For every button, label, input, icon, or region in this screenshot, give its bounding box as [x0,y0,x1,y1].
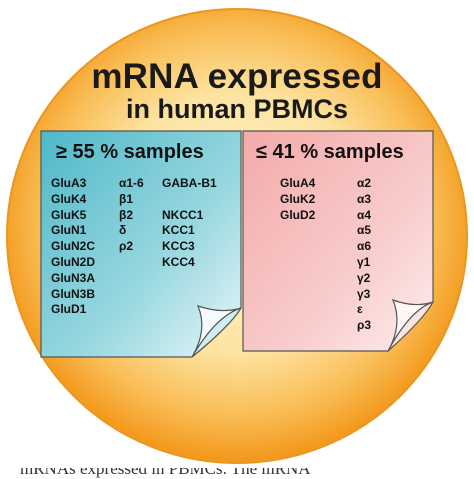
gene-label: GluN3B [51,286,96,301]
gene-label: GluD1 [51,302,87,317]
gene-label: α5 [357,223,372,238]
note-high-expression: ≥ 55 % samples GluA3 GluK4 GluK5 GluN1 G… [40,130,242,358]
gene-label: α2 [357,176,372,190]
note-high-expression-heading: ≥ 55 % samples [56,141,204,163]
gene-label: ε [357,302,363,317]
gene-label [162,192,217,208]
note-high-expression-paper [40,130,242,358]
low-expression-glutamate-list: GluA4 GluK2 GluD2 [280,176,315,223]
gene-label: ρ3 [357,318,372,333]
gene-label: GABA-B1 [162,176,217,190]
high-expression-gaba-subunit-list: α1-6 β1 β2 δ ρ2 [119,176,144,255]
low-expression-gaba-subunit-list: α2 α3 α4 α5 α6 γ1 γ2 γ3 ε ρ3 [357,176,371,334]
gene-label: GluK4 [51,191,87,206]
high-expression-transporter-list: GABA-B1 NKCC1 KCC1 KCC3 KCC4 [162,176,217,271]
gene-label: γ2 [357,270,371,285]
gene-label: β1 [119,191,133,206]
title-line-2: in human PBMCs [125,94,348,124]
gene-label: GluN3A [51,270,96,285]
note-low-expression-heading: ≤ 41 % samples [256,141,404,163]
title-line-1: mRNA expressed [91,57,383,96]
gene-label: KCC4 [162,254,195,269]
gene-label: α4 [357,207,372,222]
gene-label: GluN2C [51,239,96,254]
caption-text: mRNAs expressed in PBMCs. The mRNA [20,468,311,478]
gene-label: γ1 [357,254,371,269]
gene-label: KCC1 [162,223,195,238]
gene-label: GluN1 [51,223,87,238]
gene-label: δ [119,223,127,238]
gene-label: GluA4 [280,176,316,190]
gene-label: α6 [357,239,372,254]
gene-label: β2 [119,207,133,222]
high-expression-glutamate-list: GluA3 GluK4 GluK5 GluN1 GluN2C GluN2D Gl… [51,176,95,318]
caption-fragment: mRNAs expressed in PBMCs. The mRNA [20,468,460,479]
gene-label: γ3 [357,286,371,301]
gene-label: GluK2 [280,191,316,206]
gene-label: KCC3 [162,239,195,254]
gene-label: α1-6 [119,176,144,190]
gene-label: GluN2D [51,254,96,269]
note-low-expression: ≤ 41 % samples GluA4 GluK2 GluD2 α2 α3 α… [242,130,434,352]
gene-label: α3 [357,191,372,206]
gene-label: GluA3 [51,176,87,190]
note-low-expression-paper [242,130,434,352]
gene-label: GluK5 [51,207,87,222]
gene-label: GluD2 [280,207,316,222]
gene-label: NKCC1 [162,207,204,222]
gene-label: ρ2 [119,239,134,254]
